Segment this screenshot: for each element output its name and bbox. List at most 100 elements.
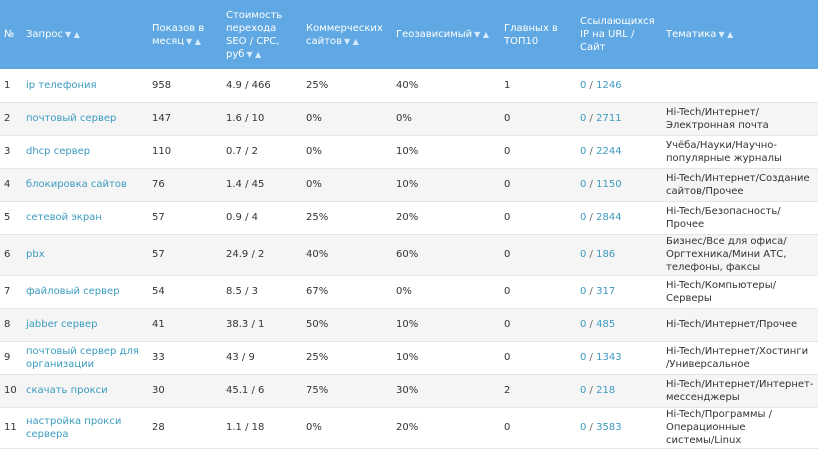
links-site-link[interactable]: 1343 bbox=[596, 352, 622, 363]
row-shows: 54 bbox=[148, 275, 222, 309]
links-site-link[interactable]: 186 bbox=[596, 249, 616, 260]
links-site-link[interactable]: 2844 bbox=[596, 212, 622, 223]
links-site-link[interactable]: 3583 bbox=[596, 422, 622, 433]
query-link[interactable]: скачать прокси bbox=[26, 385, 108, 396]
row-links: 0 / 1343 bbox=[576, 341, 662, 375]
col-commercial[interactable]: Коммерческих сайтов ▼ ▲ bbox=[302, 0, 392, 69]
links-url-link[interactable]: 0 bbox=[580, 422, 587, 433]
query-link[interactable]: почтовый сервер для организации bbox=[26, 345, 139, 370]
links-site-link[interactable]: 1150 bbox=[596, 179, 622, 190]
query-link[interactable]: настройка прокси сервера bbox=[26, 415, 122, 440]
sort-arrows-icon[interactable]: ▼ ▲ bbox=[474, 30, 490, 39]
links-url-link[interactable]: 0 bbox=[580, 146, 587, 157]
table-row: 11 настройка прокси сервера 28 1.1 / 18 0% 20… bbox=[0, 407, 818, 449]
col-top10-label: Главных в ТОП10 bbox=[504, 22, 558, 47]
row-query: скачать прокси bbox=[22, 374, 148, 408]
row-commercial: 0% bbox=[302, 135, 392, 169]
sort-arrows-icon[interactable]: ▼ ▲ bbox=[186, 36, 201, 46]
row-shows: 57 bbox=[148, 201, 222, 235]
col-topic-label: Тематика bbox=[666, 29, 717, 40]
row-links: 0 / 1150 bbox=[576, 168, 662, 202]
row-topic bbox=[662, 69, 818, 103]
links-site-link[interactable]: 2244 bbox=[596, 146, 622, 157]
links-site-link[interactable]: 317 bbox=[596, 286, 616, 297]
col-shows-label: Показов в месяц bbox=[152, 22, 205, 47]
row-topic: Учёба/Науки/Научно-популярные журналы bbox=[662, 135, 818, 169]
row-commercial: 25% bbox=[302, 69, 392, 103]
row-shows: 57 bbox=[148, 234, 222, 276]
row-commercial: 0% bbox=[302, 407, 392, 449]
row-geo: 40% bbox=[392, 69, 500, 103]
row-cost: 45.1 / 6 bbox=[222, 374, 302, 408]
links-site-link[interactable]: 218 bbox=[596, 385, 616, 396]
links-url-link[interactable]: 0 bbox=[580, 79, 587, 91]
row-cost: 1.6 / 10 bbox=[222, 102, 302, 136]
row-links: 0 / 1246 bbox=[576, 69, 662, 103]
links-url-link[interactable]: 0 bbox=[580, 385, 587, 396]
row-geo: 10% bbox=[392, 341, 500, 375]
query-link[interactable]: jabber сервер bbox=[26, 319, 98, 330]
row-commercial: 50% bbox=[302, 308, 392, 342]
links-site-link[interactable]: 2711 bbox=[596, 113, 622, 124]
links-url-link[interactable]: 0 bbox=[580, 212, 587, 223]
row-links: 0 / 485 bbox=[576, 308, 662, 342]
links-url-link[interactable]: 0 bbox=[580, 249, 587, 260]
links-url-link[interactable]: 0 bbox=[580, 113, 587, 124]
row-query: блокировка сайтов bbox=[22, 168, 148, 202]
links-url-link[interactable]: 0 bbox=[580, 179, 587, 190]
links-url-link[interactable]: 0 bbox=[580, 286, 587, 297]
row-query: почтовый сервер для организации bbox=[22, 341, 148, 375]
row-top10: 0 bbox=[500, 234, 576, 276]
row-topic: Hi-Tech/Безопасность/Прочее bbox=[662, 201, 818, 235]
links-url-link[interactable]: 0 bbox=[580, 352, 587, 363]
col-geo[interactable]: Геозависимый ▼ ▲ bbox=[392, 0, 500, 69]
col-shows[interactable]: Показов в месяц ▼ ▲ bbox=[148, 0, 222, 69]
row-links: 0 / 2244 bbox=[576, 135, 662, 169]
row-top10: 0 bbox=[500, 275, 576, 309]
col-num: № bbox=[0, 0, 22, 69]
row-shows: 958 bbox=[148, 69, 222, 103]
query-link[interactable]: блокировка сайтов bbox=[26, 179, 127, 190]
row-query: ip телефония bbox=[22, 69, 148, 103]
row-topic: Hi-Tech/Интернет/Интернет-мессенджеры bbox=[662, 374, 818, 408]
row-query: файловый сервер bbox=[22, 275, 148, 309]
table-row: 9 почтовый сервер для организации 33 43 / 9… bbox=[0, 341, 818, 375]
table-row: 3 dhcp сервер 110 0.7 / 2 0% 10% 0 0 / 2244 Учёб… bbox=[0, 135, 818, 169]
row-cost: 0.7 / 2 bbox=[222, 135, 302, 169]
row-cost: 1.4 / 45 bbox=[222, 168, 302, 202]
row-topic: Hi-Tech/Интернет/Хостинги /Универсальное bbox=[662, 341, 818, 375]
row-top10: 0 bbox=[500, 135, 576, 169]
col-topic[interactable]: Тематика ▼ ▲ bbox=[662, 0, 818, 69]
col-query[interactable]: Запрос ▼ ▲ bbox=[22, 0, 148, 69]
col-cost-label: Стоимость перехода SEO / CPC, руб bbox=[226, 9, 283, 60]
query-link[interactable]: pbx bbox=[26, 249, 45, 260]
sort-arrows-icon[interactable]: ▼ ▲ bbox=[718, 30, 734, 39]
links-url-link[interactable]: 0 bbox=[580, 319, 587, 330]
table-header: № Запрос ▼ ▲ Показов в месяц ▼ ▲ Стоимость… bbox=[0, 0, 818, 69]
row-num: 4 bbox=[0, 168, 22, 202]
row-geo: 60% bbox=[392, 234, 500, 276]
sort-arrows-icon[interactable]: ▼ ▲ bbox=[65, 30, 80, 39]
row-top10: 0 bbox=[500, 308, 576, 342]
table-row: 7 файловый сервер 54 8.5 / 3 67% 0% 0 0 / 317 Hi… bbox=[0, 275, 818, 309]
links-site-link[interactable]: 1246 bbox=[596, 79, 622, 91]
row-query: pbx bbox=[22, 234, 148, 276]
query-link[interactable]: сетевой экран bbox=[26, 212, 102, 223]
row-shows: 110 bbox=[148, 135, 222, 169]
row-cost: 4.9 / 466 bbox=[222, 69, 302, 103]
links-site-link[interactable]: 485 bbox=[596, 319, 616, 330]
sort-arrows-icon[interactable]: ▼ ▲ bbox=[343, 36, 359, 46]
row-topic: Hi-Tech/Интернет/Создание сайтов/Прочее bbox=[662, 168, 818, 202]
row-geo: 0% bbox=[392, 275, 500, 309]
table-row: 5 сетевой экран 57 0.9 / 4 25% 20% 0 0 / 2844 Hi… bbox=[0, 201, 818, 235]
sort-arrows-icon[interactable]: ▼ ▲ bbox=[246, 49, 262, 59]
col-cost[interactable]: Стоимость перехода SEO / CPC, руб ▼ ▲ bbox=[222, 0, 302, 69]
table-row: 1 ip телефония 958 4.9 / 466 25% 40% 1 0 / 1246 bbox=[0, 69, 818, 103]
query-link[interactable]: файловый сервер bbox=[26, 286, 120, 297]
row-num: 1 bbox=[0, 69, 22, 103]
row-topic: Hi-Tech/Компьютеры/Серверы bbox=[662, 275, 818, 309]
query-link[interactable]: dhcp сервер bbox=[26, 146, 91, 157]
query-link[interactable]: ip телефония bbox=[26, 79, 97, 91]
row-shows: 33 bbox=[148, 341, 222, 375]
query-link[interactable]: почтовый сервер bbox=[26, 113, 117, 124]
